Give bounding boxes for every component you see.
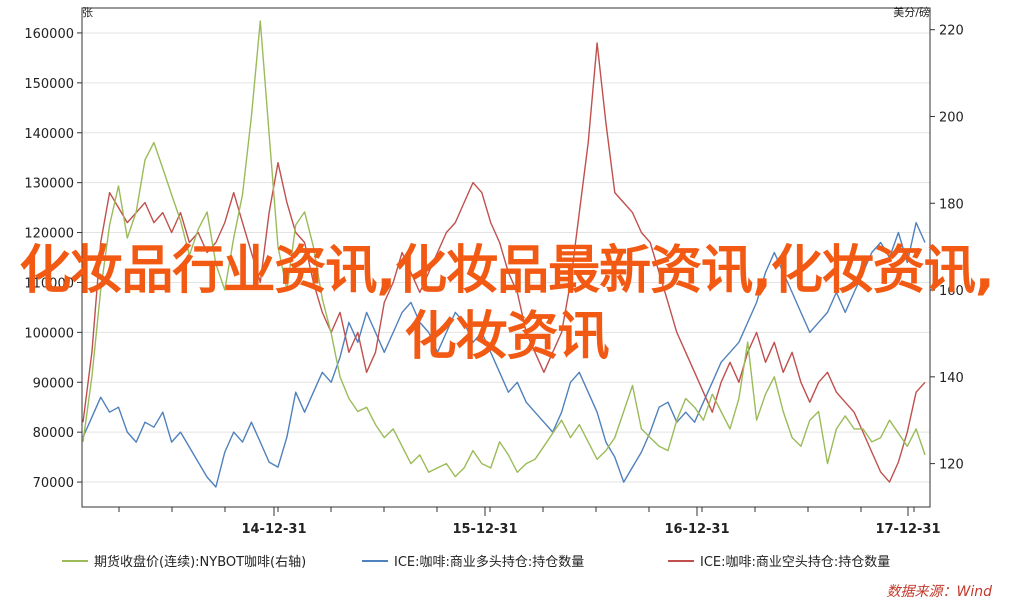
overlay-title: 化妆品行业资讯,化妆品最新资讯,化妆资讯,化妆资讯 xyxy=(19,241,994,367)
legend-label-0: 期货收盘价(连续):NYBOT咖啡(右轴) xyxy=(94,554,306,570)
right-axis-ticks: 120 140 160 180 200 220 xyxy=(930,24,964,473)
right-tick-label: 220 xyxy=(939,24,964,39)
right-tick-label: 120 xyxy=(939,458,964,473)
x-tick-label: 15-12-31 xyxy=(452,522,517,537)
x-axis-ticks: 14-12-31 15-12-31 16-12-31 17-12-31 xyxy=(118,507,941,537)
left-axis-unit: 张 xyxy=(82,6,93,19)
right-tick-label: 180 xyxy=(939,197,964,212)
x-tick-label: 14-12-31 xyxy=(241,522,306,537)
x-tick-label: 16-12-31 xyxy=(664,522,729,537)
series-line-0 xyxy=(82,20,926,478)
right-tick-label: 200 xyxy=(939,110,964,125)
left-axis-ticks: 70000 80000 90000 100000 110000 120000 130000 1… xyxy=(24,27,82,491)
left-tick-label: 110000 xyxy=(24,276,74,291)
series-line-1 xyxy=(82,221,926,488)
legend-label-1: ICE:咖啡:商业多头持仓:持仓数量 xyxy=(394,554,584,570)
left-tick-label: 70000 xyxy=(33,476,74,491)
left-tick-label: 140000 xyxy=(24,127,74,142)
legend-label-2: ICE:咖啡:商业空头持仓:持仓数量 xyxy=(700,555,890,570)
left-tick-label: 120000 xyxy=(24,227,74,242)
series-lines xyxy=(82,20,926,488)
left-tick-label: 130000 xyxy=(24,177,74,192)
plot-border xyxy=(81,7,931,508)
left-tick-label: 150000 xyxy=(24,77,74,92)
legend: 期货收盘价(连续):NYBOT咖啡(右轴) ICE:咖啡:商业多头持仓:持仓数量 I… xyxy=(62,554,890,570)
left-tick-label: 80000 xyxy=(33,426,74,441)
left-tick-label: 160000 xyxy=(24,27,74,42)
x-tick-label: 17-12-31 xyxy=(875,522,940,537)
right-axis-unit: 美分/磅 xyxy=(893,5,930,19)
right-tick-label: 160 xyxy=(939,284,964,299)
grid xyxy=(82,32,930,483)
left-tick-label: 90000 xyxy=(33,376,74,391)
right-tick-label: 140 xyxy=(939,371,964,386)
left-tick-label: 100000 xyxy=(24,326,74,341)
source-label: 数据来源：Wind xyxy=(887,584,993,600)
series-line-2 xyxy=(82,42,926,483)
